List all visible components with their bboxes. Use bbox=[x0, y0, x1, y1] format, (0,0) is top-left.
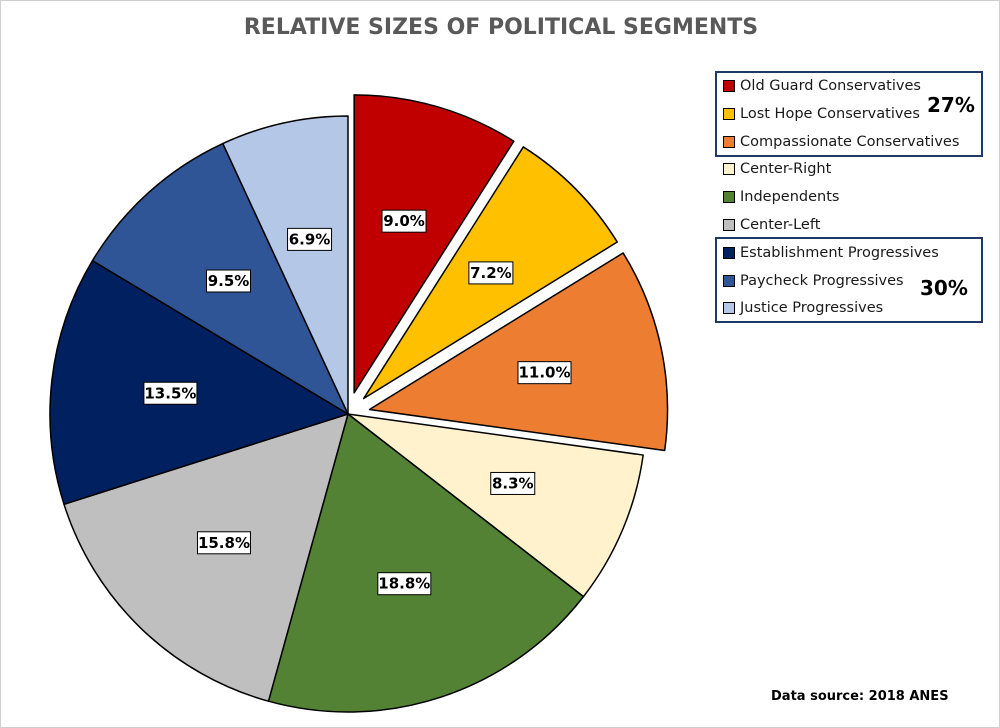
data-label-establishment-progressives: 13.5% bbox=[143, 381, 198, 405]
legend-swatch bbox=[723, 135, 735, 148]
legend-label: Paycheck Progressives bbox=[740, 272, 904, 289]
legend-group-conservatives bbox=[715, 71, 983, 157]
slice-center-right bbox=[347, 413, 644, 598]
data-label-old-guard-conservatives: 9.0% bbox=[381, 209, 427, 233]
data-label-box bbox=[490, 471, 536, 495]
chart-title: RELATIVE SIZES OF POLITICAL SEGMENTS bbox=[243, 15, 759, 40]
data-label-justice-progressives: 6.9% bbox=[287, 227, 333, 251]
legend-item-establishment-progressives: Establishment Progressives bbox=[723, 239, 939, 267]
slice-compassionate-conservatives bbox=[368, 252, 669, 452]
slice-independents bbox=[267, 413, 585, 713]
legend-group-conservatives-total: 27% bbox=[927, 93, 975, 117]
legend-swatch bbox=[723, 246, 735, 259]
data-label-lost-hope-conservatives: 7.2% bbox=[468, 261, 514, 285]
legend-label: Center-Right bbox=[740, 161, 832, 178]
data-label-text: 15.8% bbox=[198, 534, 250, 552]
legend-label: Old Guard Conservatives bbox=[740, 78, 921, 94]
data-label-text: 8.3% bbox=[492, 474, 534, 492]
slice-establishment-progressives bbox=[49, 259, 349, 506]
data-label-text: 18.8% bbox=[378, 575, 430, 593]
legend-item-old-guard-conservatives: Old Guard Conservatives bbox=[723, 72, 921, 100]
data-label-box bbox=[377, 572, 432, 596]
data-label-text: 9.5% bbox=[208, 272, 250, 290]
legend-label: Justice Progressives bbox=[740, 300, 884, 317]
legend-group-progressives-total: 30% bbox=[920, 276, 968, 300]
legend-swatch bbox=[723, 80, 735, 92]
data-label-text: 6.9% bbox=[289, 230, 331, 248]
legend-item-center-right: Center-Right bbox=[723, 155, 831, 183]
data-label-box bbox=[205, 269, 251, 293]
legend-label: Center-Left bbox=[740, 217, 821, 233]
legend-label: Compassionate Conservatives bbox=[740, 133, 960, 150]
data-label-box bbox=[143, 381, 198, 405]
data-label-text: 9.0% bbox=[383, 212, 425, 230]
data-label-center-right: 8.3% bbox=[490, 471, 536, 495]
data-label-box bbox=[196, 531, 251, 555]
data-label-center-left: 15.8% bbox=[196, 531, 251, 555]
data-label-compassionate-conservatives: 11.0% bbox=[517, 361, 572, 385]
data-label-text: 13.5% bbox=[144, 384, 196, 402]
slice-old-guard-conservatives bbox=[353, 94, 515, 394]
legend-item-compassionate-conservatives: Compassionate Conservatives bbox=[723, 128, 959, 156]
legend-swatch bbox=[723, 219, 735, 231]
data-label-box bbox=[381, 209, 427, 233]
legend-swatch bbox=[723, 191, 735, 204]
legend-item-independents: Independents bbox=[723, 183, 839, 211]
legend-swatch bbox=[723, 302, 735, 315]
legend-group-progressives bbox=[715, 237, 983, 323]
legend-item-paycheck-progressives: Paycheck Progressives bbox=[723, 267, 904, 295]
legend-item-lost-hope-conservatives: Lost Hope Conservatives bbox=[723, 100, 920, 128]
data-label-independents: 18.8% bbox=[377, 572, 432, 596]
data-label-box bbox=[517, 361, 572, 385]
data-label-box bbox=[287, 227, 333, 251]
data-label-paycheck-progressives: 9.5% bbox=[205, 269, 251, 293]
data-label-box bbox=[468, 261, 514, 285]
source-note: Data source: 2018 ANES bbox=[771, 689, 949, 704]
data-label-text: 11.0% bbox=[518, 364, 570, 382]
legend-item-center-left: Center-Left bbox=[723, 211, 820, 239]
legend-item-justice-progressives: Justice Progressives bbox=[723, 294, 883, 322]
slice-justice-progressives bbox=[222, 115, 349, 415]
legend-swatch bbox=[723, 274, 735, 287]
slice-center-left bbox=[63, 413, 349, 702]
legend-label: Establishment Progressives bbox=[740, 244, 939, 261]
legend-label: Lost Hope Conservatives bbox=[740, 105, 920, 122]
legend-swatch bbox=[723, 163, 735, 176]
legend-label: Independents bbox=[740, 189, 840, 206]
legend-swatch bbox=[723, 107, 735, 120]
data-label-text: 7.2% bbox=[470, 264, 512, 282]
